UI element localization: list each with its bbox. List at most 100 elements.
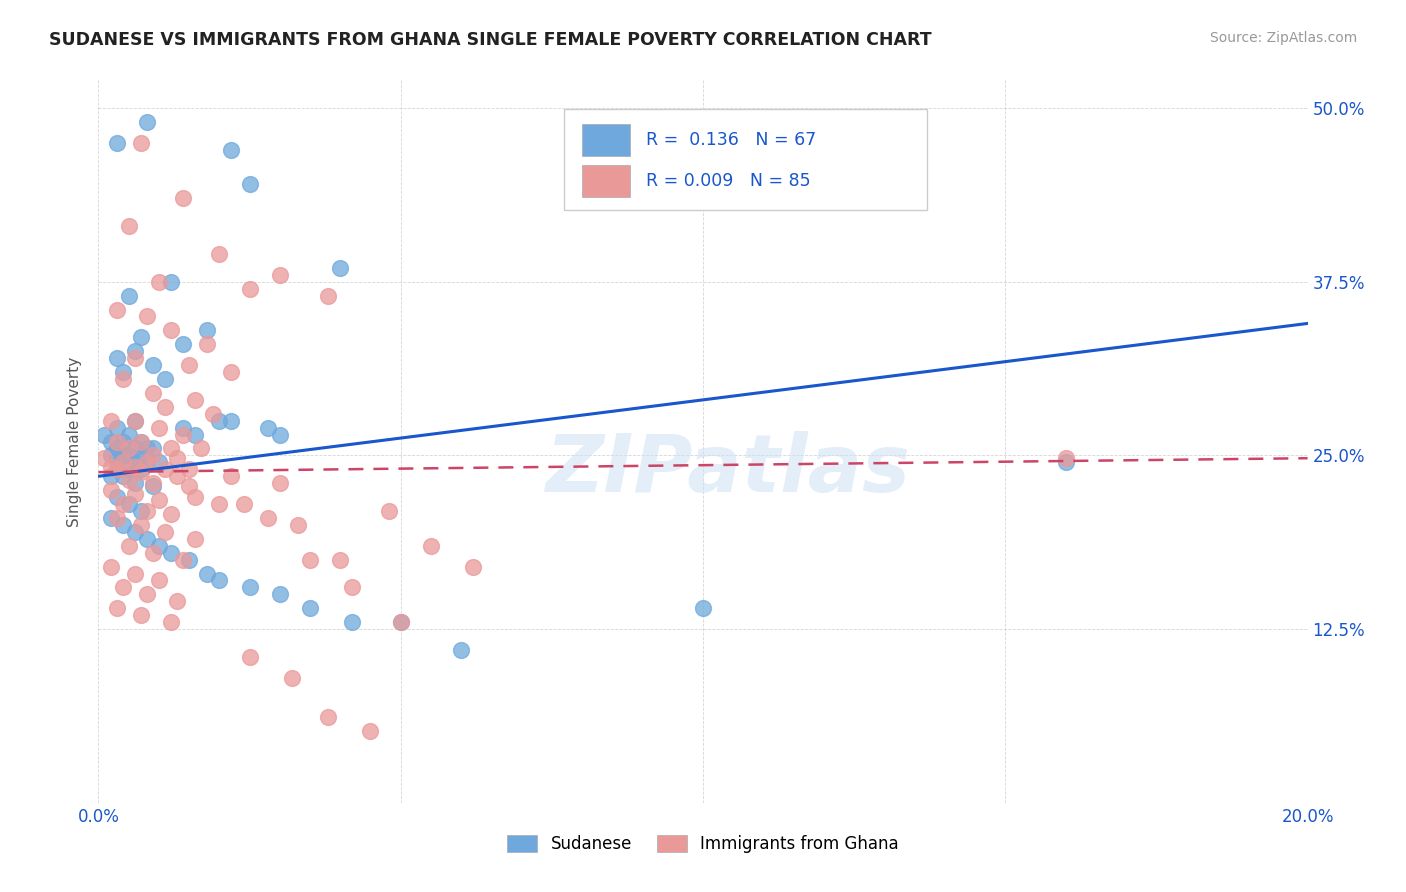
Point bbox=[135, 532, 157, 546]
Point bbox=[118, 219, 141, 234]
Point bbox=[153, 400, 176, 414]
Point bbox=[100, 469, 122, 483]
Point bbox=[195, 337, 218, 351]
Point bbox=[118, 449, 141, 463]
Point bbox=[281, 671, 304, 685]
Point bbox=[124, 476, 146, 491]
Point bbox=[111, 469, 134, 483]
Point bbox=[316, 288, 339, 302]
Point bbox=[269, 587, 291, 601]
Point bbox=[342, 615, 364, 630]
Point bbox=[166, 469, 188, 483]
Point bbox=[111, 449, 134, 463]
Point bbox=[142, 546, 165, 560]
Point bbox=[179, 552, 201, 566]
Point bbox=[299, 601, 322, 615]
Point bbox=[100, 414, 122, 428]
Point bbox=[105, 451, 128, 466]
Point bbox=[166, 451, 188, 466]
Point bbox=[420, 539, 443, 553]
Point bbox=[118, 539, 141, 553]
Point bbox=[93, 451, 115, 466]
Point bbox=[148, 492, 170, 507]
Point bbox=[135, 455, 157, 469]
Point bbox=[105, 302, 128, 317]
Y-axis label: Single Female Poverty: Single Female Poverty bbox=[67, 357, 83, 526]
Point bbox=[135, 504, 157, 518]
FancyBboxPatch shape bbox=[564, 109, 927, 211]
Point bbox=[256, 420, 278, 434]
Point bbox=[124, 487, 146, 501]
Point bbox=[329, 260, 352, 275]
Point bbox=[195, 323, 218, 337]
Point bbox=[166, 594, 188, 608]
Point bbox=[142, 385, 165, 400]
Point bbox=[316, 709, 339, 723]
Point bbox=[221, 414, 243, 428]
Point bbox=[100, 434, 122, 449]
Point bbox=[172, 420, 194, 434]
Point bbox=[142, 442, 165, 456]
Point bbox=[377, 504, 399, 518]
Point bbox=[239, 649, 262, 664]
Point bbox=[239, 581, 262, 595]
Point bbox=[221, 365, 243, 379]
Point bbox=[692, 601, 714, 615]
Point bbox=[160, 507, 183, 521]
Point bbox=[135, 115, 157, 129]
Point bbox=[450, 643, 472, 657]
Point bbox=[160, 546, 183, 560]
Point bbox=[389, 615, 412, 630]
Point bbox=[124, 459, 146, 474]
Point bbox=[124, 414, 146, 428]
Point bbox=[172, 552, 194, 566]
Point bbox=[360, 723, 382, 738]
Point bbox=[118, 474, 141, 488]
Point bbox=[100, 459, 122, 474]
Point bbox=[342, 581, 364, 595]
Point bbox=[111, 365, 134, 379]
Point bbox=[208, 574, 231, 588]
Point bbox=[118, 427, 141, 442]
Point bbox=[232, 497, 254, 511]
Point bbox=[124, 566, 146, 581]
Point bbox=[160, 275, 183, 289]
Point bbox=[202, 407, 225, 421]
Point bbox=[105, 351, 128, 366]
Point bbox=[124, 455, 146, 469]
Point bbox=[105, 462, 128, 476]
Point bbox=[172, 337, 194, 351]
Point bbox=[239, 178, 262, 192]
Point bbox=[129, 465, 152, 479]
Point bbox=[1054, 455, 1077, 469]
Point bbox=[111, 434, 134, 449]
Point bbox=[208, 497, 231, 511]
Point bbox=[135, 442, 157, 456]
Text: Source: ZipAtlas.com: Source: ZipAtlas.com bbox=[1209, 31, 1357, 45]
Text: SUDANESE VS IMMIGRANTS FROM GHANA SINGLE FEMALE POVERTY CORRELATION CHART: SUDANESE VS IMMIGRANTS FROM GHANA SINGLE… bbox=[49, 31, 932, 49]
Point bbox=[124, 524, 146, 539]
Point bbox=[142, 479, 165, 493]
Point bbox=[129, 608, 152, 623]
Point bbox=[329, 552, 352, 566]
Point bbox=[118, 288, 141, 302]
Point bbox=[160, 615, 183, 630]
Legend: Sudanese, Immigrants from Ghana: Sudanese, Immigrants from Ghana bbox=[501, 828, 905, 860]
Point bbox=[105, 601, 128, 615]
Point bbox=[111, 581, 134, 595]
Point bbox=[299, 552, 322, 566]
FancyBboxPatch shape bbox=[582, 165, 630, 197]
Point bbox=[111, 372, 134, 386]
Text: ZIPatlas: ZIPatlas bbox=[544, 432, 910, 509]
Point bbox=[105, 462, 128, 476]
Point bbox=[148, 455, 170, 469]
Point bbox=[179, 462, 201, 476]
Point bbox=[160, 323, 183, 337]
Point bbox=[184, 392, 207, 407]
Point bbox=[287, 517, 309, 532]
Point bbox=[160, 442, 183, 456]
Point bbox=[100, 449, 122, 463]
Point bbox=[111, 455, 134, 469]
Point bbox=[93, 427, 115, 442]
Point bbox=[179, 358, 201, 372]
